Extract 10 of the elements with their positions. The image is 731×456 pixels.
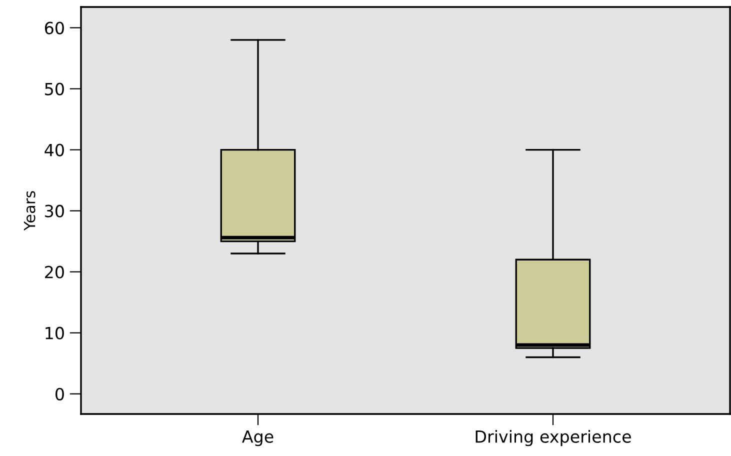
y-tick-label: 0	[56, 388, 64, 400]
x-tick-label: Age	[242, 430, 274, 446]
y-tick-label: 40	[44, 144, 64, 156]
y-tick-label: 10	[46, 326, 64, 340]
y-axis-title: Years	[24, 191, 36, 231]
y-tick-label: 50	[45, 82, 64, 96]
x-tick-label: Driving experience	[476, 430, 631, 446]
y-tick-label: 60	[44, 22, 64, 34]
y-tick-label: 30	[45, 204, 64, 218]
y-tick-label: 20	[45, 266, 64, 278]
